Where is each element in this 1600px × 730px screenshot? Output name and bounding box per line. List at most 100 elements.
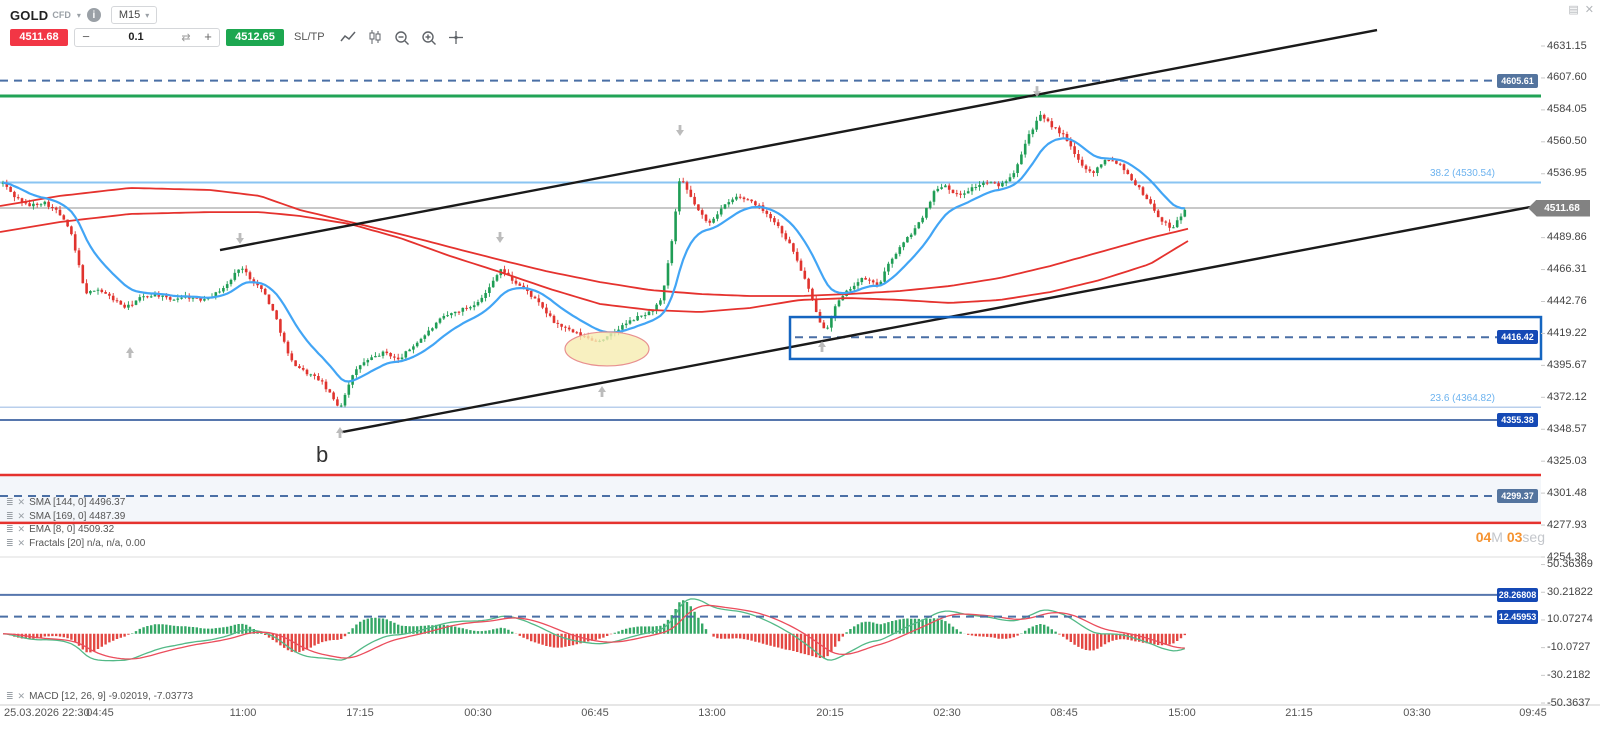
crosshair-pan-icon[interactable]	[445, 28, 467, 46]
macd-axis-label: -30.2182	[1547, 668, 1591, 681]
indicator-settings-icon[interactable]: ≣	[6, 537, 14, 548]
symbol-type-label: CFD	[52, 10, 71, 20]
symbol-name[interactable]: GOLD	[10, 7, 49, 23]
timeframe-value: M15	[118, 9, 141, 21]
fractal-down-arrow-icon	[676, 124, 684, 136]
volume-input[interactable]: 0.1	[128, 31, 144, 43]
macd-settings-icon[interactable]: ≣	[6, 691, 14, 701]
indicator-label: SMA [169, 0] 4487.39	[29, 510, 126, 522]
indicator-label: EMA [8, 0] 4509.32	[29, 524, 115, 535]
macd-axis-label: -10.0727	[1547, 641, 1591, 654]
bar-countdown-timer: 04M 03seg	[1345, 529, 1545, 545]
time-axis-label: 06:45	[581, 707, 609, 719]
price-axis-label: 4560.50	[1547, 135, 1587, 148]
order-row: 4511.68 − 0.1 ⇄ + 4512.65 SL/TP	[10, 26, 472, 48]
macd-line[interactable]	[2, 598, 1186, 662]
time-axis-label: 02:30	[933, 707, 961, 719]
timer-minutes: 04	[1475, 529, 1492, 545]
indicator-label: SMA [144, 0] 4496.37	[29, 497, 126, 508]
price-axis-label: 4395.67	[1547, 358, 1587, 371]
line-chart-type-icon[interactable]	[337, 28, 359, 46]
indicator-settings-icon[interactable]: ≣	[6, 497, 14, 507]
symbol-row: GOLD CFD ▾ i M15 ▾	[10, 4, 472, 26]
macd-signal-line[interactable]	[2, 604, 1185, 660]
trendline-channel-upper[interactable]	[219, 28, 1378, 252]
macd-axis-label: 50.36369	[1547, 558, 1593, 571]
sell-button[interactable]: 4511.68	[10, 28, 68, 46]
time-axis-label: 00:30	[464, 707, 492, 719]
price-badge-resistance-dashed: 4605.61	[1497, 73, 1538, 88]
price-axis-label: 4607.60	[1547, 71, 1587, 84]
macd-histogram-negative	[5, 633, 1187, 658]
buy-button[interactable]: 4512.65	[226, 28, 284, 46]
price-badge-current-price: 4511.68	[1528, 199, 1590, 217]
price-axis-label: 4536.95	[1547, 167, 1587, 180]
time-axis-label: 03:30	[1403, 707, 1431, 719]
ema-8-line[interactable]	[2, 137, 1185, 383]
fib-level-label: 23.6 (4364.82)	[1429, 393, 1495, 405]
macd-label-row: ≣ ✕ MACD [12, 26, 9] -9.02019, -7.03773	[6, 691, 193, 702]
price-badge-zone-dashed: 4416.42	[1497, 330, 1538, 345]
time-axis-label: 15:00	[1168, 707, 1196, 719]
price-axis-label: 4442.76	[1547, 295, 1587, 307]
candlestick-chart-type-icon[interactable]	[364, 28, 386, 46]
volume-decrease-button[interactable]: −	[82, 29, 90, 44]
chart-toolbar: GOLD CFD ▾ i M15 ▾ 4511.68 − 0.1 ⇄ + 451…	[10, 4, 472, 48]
fractal-up-arrow-icon	[336, 427, 344, 439]
fractal-down-arrow-icon	[236, 232, 245, 244]
fractal-up-arrow-icon	[598, 385, 606, 397]
symbol-dropdown-caret-icon[interactable]: ▾	[76, 10, 81, 20]
indicator-remove-icon[interactable]: ✕	[17, 537, 26, 548]
indicator-label-row: ≣ ✕ SMA [144, 0] 4496.37	[6, 497, 125, 508]
timer-seconds: 03	[1506, 529, 1523, 545]
info-icon[interactable]: i	[86, 8, 101, 22]
blue-zone-rectangle[interactable]	[788, 315, 1543, 361]
macd-axis-label: 10.07274	[1547, 613, 1593, 626]
price-badge-support-navy: 4355.38	[1497, 413, 1538, 428]
timeframe-select[interactable]: M15 ▾	[110, 6, 158, 24]
sma-144-line[interactable]	[0, 187, 1189, 297]
panel-layout-icon[interactable]: ▤	[1568, 4, 1579, 16]
ellipse-highlight[interactable]	[564, 331, 650, 367]
text-annotation-b[interactable]: b	[316, 442, 329, 467]
indicator-label-row: ≣ ✕ EMA [8, 0] 4509.32	[6, 524, 114, 535]
macd-badge-macd-upper: 28.26808	[1497, 587, 1538, 602]
macd-remove-icon[interactable]: ✕	[17, 691, 26, 701]
volume-sync-icon[interactable]: ⇄	[181, 31, 191, 44]
time-axis-label: 21:15	[1285, 707, 1313, 719]
macd-axis-label: 30.21822	[1547, 585, 1593, 598]
indicator-label: Fractals [20] n/a, n/a, 0.00	[29, 537, 146, 549]
time-axis-label: 13:00	[698, 707, 726, 719]
indicator-remove-icon[interactable]: ✕	[17, 510, 26, 521]
indicator-settings-icon[interactable]: ≣	[6, 510, 14, 521]
close-icon[interactable]: ✕	[1584, 4, 1594, 16]
fractal-down-arrow-icon	[1033, 86, 1041, 98]
fractal-up-arrow-icon	[818, 341, 826, 353]
macd-axis-label: -50.3637	[1547, 696, 1591, 709]
indicator-remove-icon[interactable]: ✕	[17, 497, 26, 507]
price-axis-label: 4348.57	[1547, 422, 1587, 435]
zoom-in-icon[interactable]	[418, 28, 440, 46]
trendline-channel-lower[interactable]	[341, 205, 1531, 434]
sma-169-line[interactable]	[0, 211, 1189, 313]
fractal-up-arrow-icon	[126, 347, 135, 359]
indicator-label-row: ≣ ✕ SMA [169, 0] 4487.39	[6, 511, 125, 522]
time-axis-label: 17:15	[346, 707, 374, 719]
price-axis-label: 4301.48	[1547, 486, 1587, 499]
price-axis-label: 4254.38	[1547, 550, 1587, 563]
volume-stepper: − 0.1 ⇄ +	[74, 27, 220, 47]
price-axis-label: 4325.03	[1547, 454, 1587, 467]
macd-label: MACD [12, 26, 9] -9.02019, -7.03773	[29, 691, 194, 702]
price-axis-label: 4372.12	[1547, 390, 1587, 403]
fib-level-label: 38.2 (4530.54)	[1429, 168, 1495, 180]
time-axis-label: 09:45	[1519, 707, 1547, 719]
sltp-button[interactable]: SL/TP	[294, 31, 325, 43]
indicator-remove-icon[interactable]: ✕	[17, 524, 26, 534]
zoom-out-icon[interactable]	[391, 28, 413, 46]
volume-increase-button[interactable]: +	[204, 29, 212, 44]
time-axis-label: 25.03.2026 22:30	[4, 707, 90, 719]
indicator-settings-icon[interactable]: ≣	[6, 524, 14, 534]
red-zone-fill	[0, 475, 1541, 523]
